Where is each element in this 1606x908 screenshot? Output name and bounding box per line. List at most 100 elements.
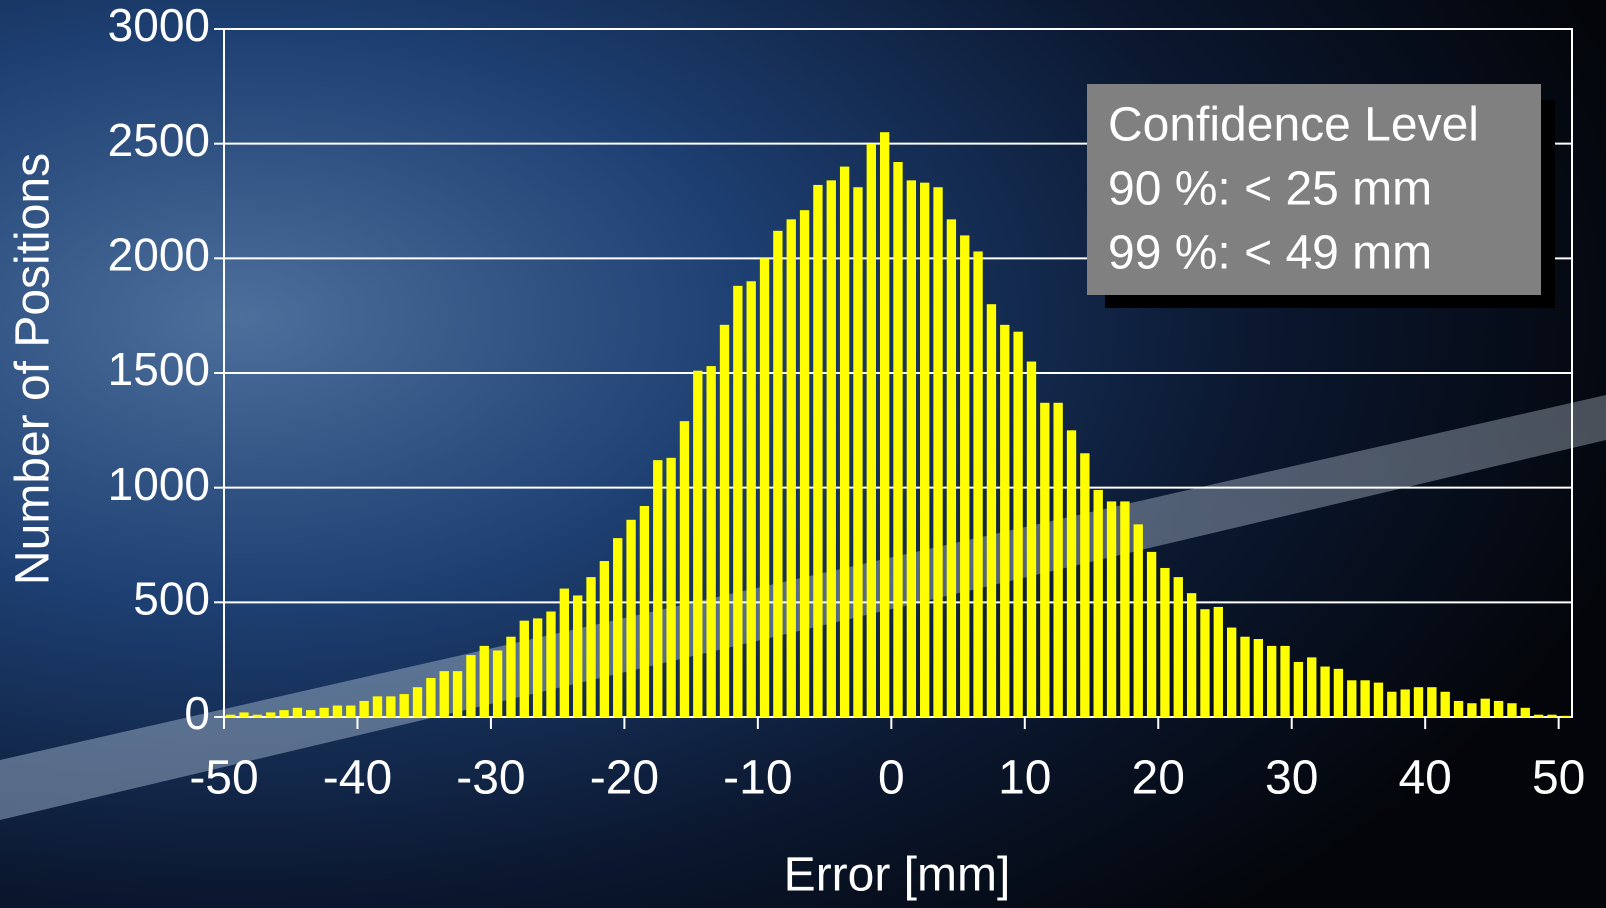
x-tick-label: -10 (723, 752, 792, 805)
x-tick-label: 20 (1132, 752, 1185, 805)
bar (613, 538, 622, 717)
bar (1481, 699, 1490, 717)
bar (1107, 501, 1116, 717)
y-tick-label: 500 (133, 572, 210, 624)
annotation-line: 99 %: < 49 mm (1108, 227, 1432, 280)
bar (1267, 646, 1276, 717)
bar (413, 687, 422, 717)
bar (1187, 593, 1196, 717)
bar (493, 650, 502, 717)
bar (853, 187, 862, 717)
bar (1027, 362, 1036, 717)
x-tick-label: 40 (1398, 752, 1451, 805)
bar (1080, 453, 1089, 717)
bar (733, 286, 742, 717)
x-tick-label: 30 (1265, 752, 1318, 805)
bar (1334, 669, 1343, 717)
bar (666, 458, 675, 717)
bar (827, 180, 836, 717)
x-tick-label: 50 (1532, 752, 1585, 805)
bar (1414, 687, 1423, 717)
bar (920, 183, 929, 717)
bar (720, 325, 729, 717)
bar (1427, 687, 1436, 717)
bar (800, 210, 809, 717)
bar (1147, 552, 1156, 717)
y-axis-label: Number of Positions (7, 153, 60, 585)
bar (653, 460, 662, 717)
bar (1360, 680, 1369, 717)
bar (400, 694, 409, 717)
bar (1521, 708, 1530, 717)
x-tick-label: 0 (878, 752, 905, 805)
bar (506, 637, 515, 717)
bar (1320, 667, 1329, 717)
bar (466, 655, 475, 717)
bar (1494, 701, 1503, 717)
bar (1053, 403, 1062, 717)
bar (907, 180, 916, 717)
bar (546, 612, 555, 717)
bar (747, 281, 756, 717)
bar (1174, 577, 1183, 717)
bar (1534, 715, 1543, 717)
bar (533, 618, 542, 717)
bar (933, 187, 942, 717)
bar (1160, 568, 1169, 717)
bar (453, 671, 462, 717)
bar (266, 712, 275, 717)
bar (640, 506, 649, 717)
x-tick-label: -30 (456, 752, 525, 805)
bar (226, 715, 235, 717)
bar (560, 589, 569, 717)
bar (239, 712, 248, 717)
bar (1347, 680, 1356, 717)
bar (306, 710, 315, 717)
bar (1227, 628, 1236, 717)
bar (813, 185, 822, 717)
bar (1120, 501, 1129, 717)
bar (520, 621, 529, 717)
x-axis-label: Error [mm] (784, 849, 1011, 902)
y-tick-label: 1000 (108, 458, 210, 510)
y-tick-label: 1500 (108, 343, 210, 395)
bar (1454, 701, 1463, 717)
bar (773, 231, 782, 717)
bar (480, 646, 489, 717)
bar (293, 708, 302, 717)
annotation-line: Confidence Level (1108, 99, 1479, 152)
bar (573, 595, 582, 717)
bar (973, 251, 982, 717)
bar (1200, 609, 1209, 717)
bar (359, 701, 368, 717)
bar (787, 219, 796, 717)
y-tick-label: 0 (184, 687, 210, 739)
bar (1040, 403, 1049, 717)
x-tick-label: -40 (323, 752, 392, 805)
bar (1294, 662, 1303, 717)
bar (1400, 689, 1409, 717)
bar (319, 708, 328, 717)
x-tick-label: 10 (998, 752, 1051, 805)
y-tick-label: 2500 (108, 114, 210, 166)
bar (693, 371, 702, 717)
bar (760, 258, 769, 717)
bar (880, 132, 889, 717)
bar (1134, 524, 1143, 717)
bar (1000, 325, 1009, 717)
bar (1547, 715, 1556, 717)
bar (1094, 490, 1103, 717)
bar (373, 696, 382, 717)
bar (279, 710, 288, 717)
bar (947, 219, 956, 717)
bar (840, 167, 849, 717)
bar (1387, 692, 1396, 717)
bar (1214, 607, 1223, 717)
bar (1067, 430, 1076, 717)
y-tick-label: 2000 (108, 228, 210, 280)
page: Confidence Level 90 %: < 25 mm 99 %: < 4… (0, 0, 1606, 908)
bar (333, 706, 342, 717)
bar (253, 715, 262, 717)
bar (1013, 332, 1022, 717)
bar (346, 706, 355, 717)
